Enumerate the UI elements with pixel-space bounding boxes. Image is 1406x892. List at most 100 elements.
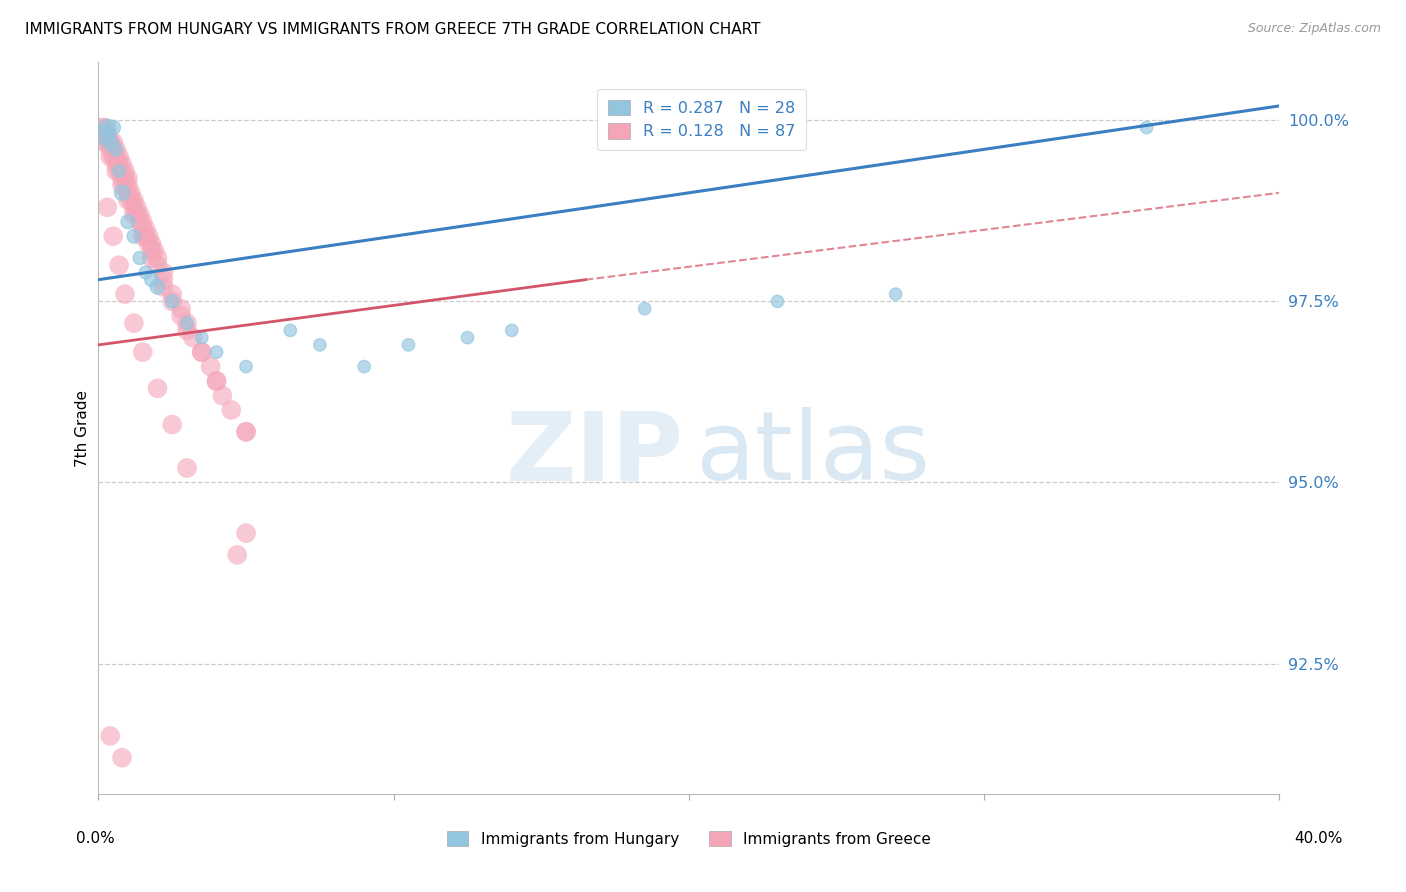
Point [141,244,163,258]
Point [634,301,657,316]
Point [235,526,257,541]
Point [135,229,157,244]
Point [96,200,118,214]
Point [117,178,139,193]
Point [96,128,118,142]
Point [146,251,169,265]
Point [132,229,155,244]
Point [93,128,115,142]
Point [122,316,145,330]
Point [114,171,136,186]
Point [108,164,131,178]
Point [122,229,145,244]
Point [105,142,128,156]
Point [122,207,145,221]
Point [141,273,163,287]
Point [132,222,155,236]
Point [138,236,160,251]
Point [235,425,257,439]
Text: atlas: atlas [695,408,929,500]
Point [211,388,233,402]
Point [98,135,121,149]
Point [98,135,121,149]
Point [108,157,131,171]
Point [132,215,155,229]
Point [162,287,183,301]
Point [176,461,198,475]
Point [111,178,134,193]
Point [191,345,214,359]
Point [98,150,121,164]
Point [152,273,174,287]
Point [162,417,183,432]
Point [141,236,163,251]
Point [96,135,118,149]
Point [152,280,174,294]
Point [181,331,204,345]
Point [135,265,157,279]
Text: Source: ZipAtlas.com: Source: ZipAtlas.com [1247,22,1381,36]
Point [117,186,139,200]
Y-axis label: 7th Grade: 7th Grade [75,390,90,467]
Point [132,345,155,359]
Point [108,150,131,164]
Point [146,258,169,272]
Point [309,338,332,352]
Point [146,381,169,395]
Point [501,323,523,337]
Point [111,186,134,200]
Point [103,120,125,135]
Point [105,142,128,156]
Point [96,120,118,135]
Text: 40.0%: 40.0% [1295,831,1343,846]
Point [176,323,198,337]
Point [141,251,163,265]
Point [125,200,148,214]
Point [111,750,134,764]
Point [90,120,112,135]
Point [111,164,134,178]
Point [105,157,128,171]
Point [117,193,139,207]
Point [176,316,198,330]
Point [457,331,479,345]
Point [120,193,142,207]
Point [114,178,136,193]
Point [766,294,789,309]
Legend: Immigrants from Hungary, Immigrants from Greece: Immigrants from Hungary, Immigrants from… [437,822,941,855]
Point [152,265,174,279]
Point [93,135,115,149]
Point [235,359,257,374]
Point [114,164,136,178]
Point [103,142,125,156]
Point [128,207,150,221]
Point [280,323,302,337]
Point [111,157,134,171]
Point [398,338,420,352]
Point [884,287,907,301]
Point [143,244,166,258]
Point [353,359,375,374]
Point [1136,120,1159,135]
Point [98,142,121,156]
Point [135,222,157,236]
Point [221,403,243,417]
Point [108,258,131,272]
Point [93,128,115,142]
Point [162,294,183,309]
Point [108,164,131,178]
Point [103,150,125,164]
Point [103,229,125,244]
Point [120,186,142,200]
Point [93,120,115,135]
Point [128,215,150,229]
Point [146,280,169,294]
Point [105,150,128,164]
Point [138,229,160,244]
Point [103,135,125,149]
Point [117,215,139,229]
Point [191,345,214,359]
Point [122,200,145,214]
Point [200,359,222,374]
Point [111,171,134,186]
